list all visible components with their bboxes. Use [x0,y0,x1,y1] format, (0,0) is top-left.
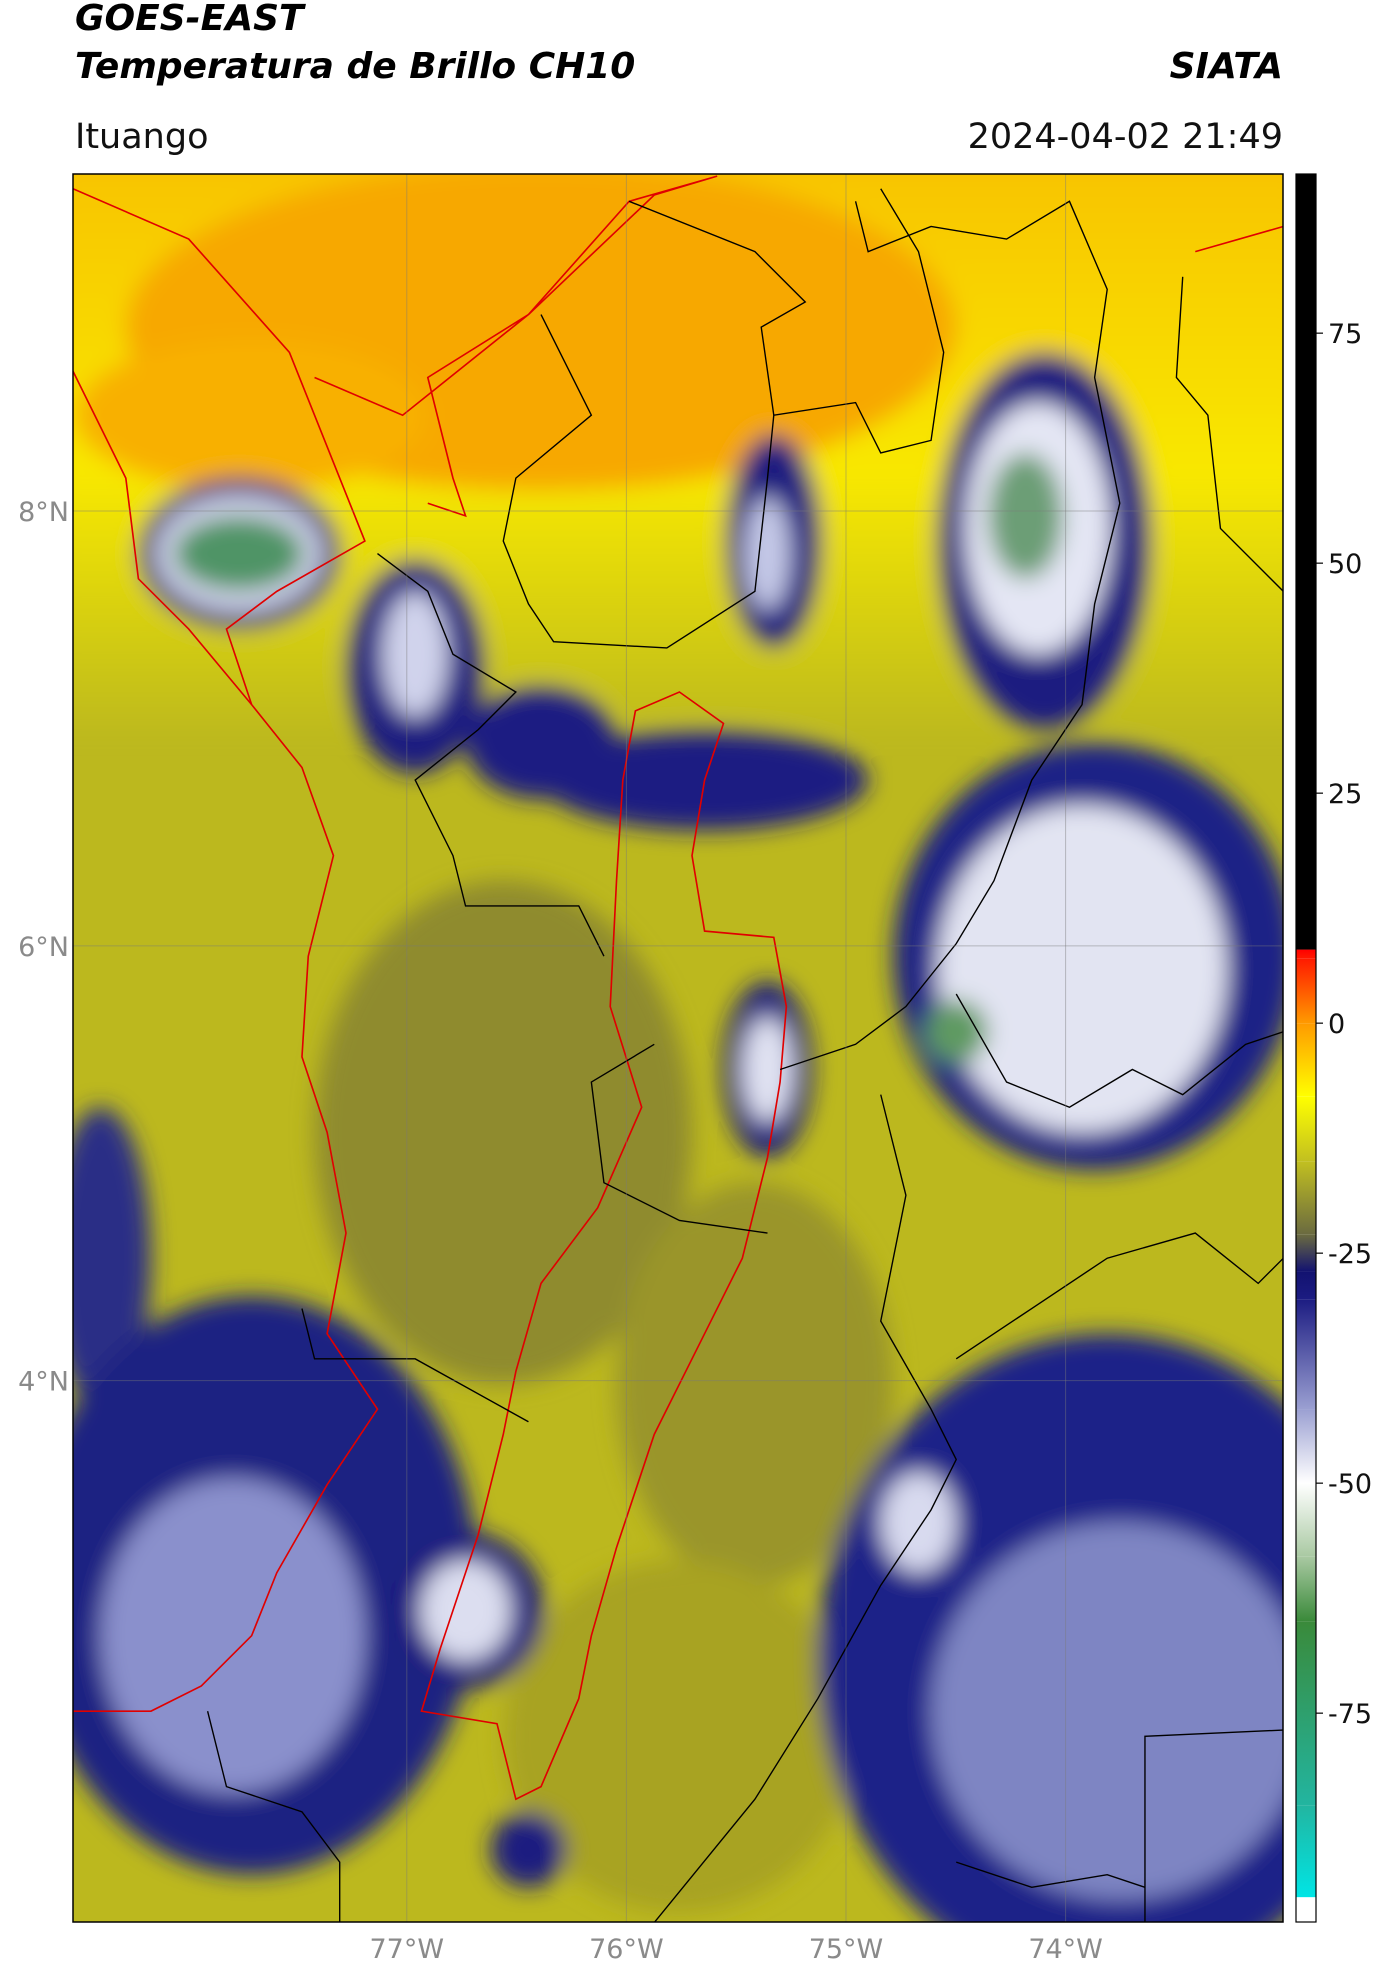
x-tick-label: 74°W [1028,1934,1103,1965]
graticule [73,174,1283,1922]
colorbar-segment [1296,1409,1316,1484]
y-tick-label: 4°N [18,1367,69,1398]
colorbar-frame [1295,173,1317,1923]
colorbar-tick-label: -25 [1328,1239,1372,1270]
colorbar-segment [1296,1483,1316,1557]
colorbar-tick-label: 50 [1328,549,1362,580]
datetime: 2024-04-02 21:49 [968,117,1283,157]
colorbar-segment [1296,949,1316,959]
colorbar-segment [1296,1234,1316,1272]
x-tick-label: 76°W [589,1934,664,1965]
colorbar-tick-label: -75 [1328,1699,1372,1730]
colorbar-tick-label: 25 [1328,779,1362,810]
x-tick-label: 77°W [370,1934,445,1965]
colorbar-segment [1296,1556,1316,1622]
colorbar-segment [1296,1023,1316,1097]
y-tick-label: 6°N [18,932,69,963]
colorbar-segment [1296,174,1316,950]
x-tick-label: 75°W [809,1934,884,1965]
colorbar-segment [1296,1096,1316,1162]
colorbar-tick-label: -50 [1328,1469,1372,1500]
colorbar-segment [1296,1161,1316,1235]
colorbar-segment [1296,1805,1316,1898]
colorbar-tick-label: 75 [1328,319,1362,350]
map-frame [72,173,1284,1923]
colorbar-segment [1296,1271,1316,1300]
source: SIATA [1170,46,1283,87]
colorbar: -75 -50 -25 0 25 50 75 [1295,173,1372,1923]
y-tick-label: 8°N [18,497,69,528]
colorbar-segment [1296,1621,1316,1806]
subtitle: Temperatura de Brillo CH10 [75,46,635,87]
location: Ituango [75,117,209,157]
title: GOES-EAST [75,0,306,39]
satellite-image [73,174,1283,1922]
colorbar-segment [1296,1897,1316,1922]
colorbar-segment [1296,1299,1316,1410]
colorbar-segment [1296,958,1316,1024]
colorbar-tick-label: 0 [1328,1009,1345,1040]
